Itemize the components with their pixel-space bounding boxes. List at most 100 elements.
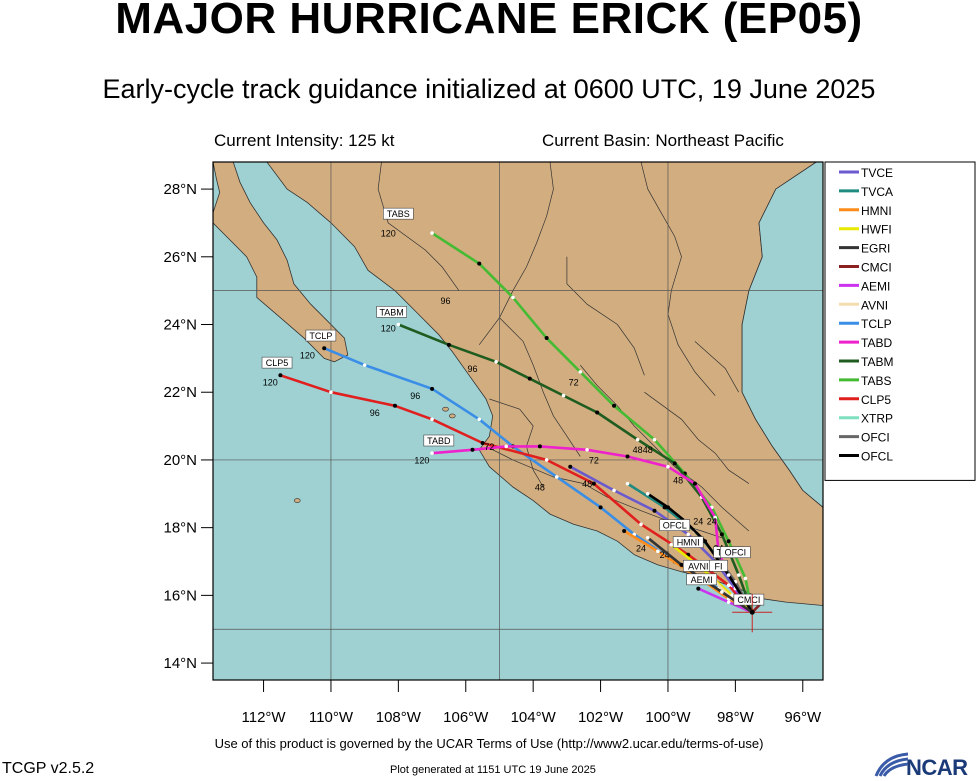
forecast-hour-label: 48 bbox=[643, 445, 653, 455]
track-point bbox=[430, 451, 434, 455]
lon-label: 112°W bbox=[242, 709, 287, 726]
forecast-hour-label: 120 bbox=[263, 377, 278, 387]
version-label: TCGP v2.5.2 bbox=[2, 760, 95, 777]
legend-item-tvce: TVCE bbox=[839, 166, 893, 180]
track-point bbox=[430, 231, 434, 235]
track-point bbox=[477, 417, 482, 422]
svg-text:AVNI: AVNI bbox=[688, 561, 708, 571]
lon-label: 96°W bbox=[784, 709, 822, 726]
track-point bbox=[719, 532, 724, 537]
track-point bbox=[645, 491, 650, 496]
forecast-hour-label: 120 bbox=[381, 323, 396, 333]
track-point bbox=[595, 410, 600, 415]
lat-label: 16°N bbox=[163, 587, 197, 604]
legend-item-avni: AVNI bbox=[839, 298, 888, 312]
svg-text:TCLP: TCLP bbox=[861, 317, 892, 331]
track-point bbox=[537, 444, 542, 449]
svg-text:HMNI: HMNI bbox=[861, 204, 892, 218]
track-point bbox=[362, 363, 367, 367]
state-border bbox=[644, 391, 750, 484]
current-intensity: Current Intensity: 125 kt bbox=[214, 131, 395, 150]
state-border bbox=[566, 256, 645, 376]
track-point bbox=[612, 488, 616, 493]
forecast-hour-label: 96 bbox=[410, 391, 420, 401]
svg-text:TABD: TABD bbox=[427, 436, 451, 446]
svg-text:CMCI: CMCI bbox=[737, 595, 760, 605]
terms-of-use-text: Use of this product is governed by the U… bbox=[214, 736, 764, 751]
forecast-hour-label: 48 bbox=[582, 479, 592, 489]
track-point bbox=[665, 505, 670, 510]
track-point bbox=[612, 403, 617, 408]
model-label-avni: AVNI bbox=[683, 559, 714, 572]
track-point bbox=[726, 539, 731, 544]
svg-text:TVCA: TVCA bbox=[861, 185, 893, 199]
track-point bbox=[544, 458, 549, 462]
legend-item-tabm: TABM bbox=[839, 355, 893, 369]
state-border bbox=[640, 162, 716, 396]
track-point bbox=[392, 403, 397, 408]
state-border bbox=[489, 398, 544, 488]
track-point bbox=[652, 437, 657, 442]
current-basin: Current Basin: Northeast Pacific bbox=[542, 131, 784, 150]
track-point bbox=[430, 386, 435, 391]
map-frame bbox=[212, 161, 824, 681]
model-label-hmni: HMNI bbox=[672, 536, 704, 548]
svg-text:CLP5: CLP5 bbox=[861, 393, 891, 407]
track-point bbox=[554, 475, 559, 479]
track-point bbox=[666, 464, 670, 469]
svg-text:CMCI: CMCI bbox=[861, 261, 892, 275]
model-label-aemi: AEMI bbox=[686, 573, 717, 586]
forecast-hour-label: 96 bbox=[370, 408, 380, 418]
track-point bbox=[578, 370, 583, 374]
track-point bbox=[568, 464, 573, 469]
model-label-tabm: TABM bbox=[376, 306, 407, 318]
svg-text:CLP5: CLP5 bbox=[266, 358, 289, 368]
track-point bbox=[726, 600, 731, 604]
svg-text:OFCI: OFCI bbox=[725, 548, 747, 558]
svg-text:TVCE: TVCE bbox=[861, 166, 893, 180]
forecast-hour-label: 72 bbox=[484, 442, 494, 452]
track-point bbox=[446, 342, 451, 347]
track-point bbox=[544, 336, 549, 341]
track-point bbox=[527, 376, 532, 381]
lon-label: 110°W bbox=[309, 709, 354, 726]
model-label-cmci: CMCI bbox=[733, 593, 765, 606]
lat-label: 18°N bbox=[163, 520, 197, 537]
track-point bbox=[652, 508, 657, 513]
svg-text:XTRP: XTRP bbox=[861, 412, 893, 426]
track-point bbox=[669, 542, 674, 547]
svg-text:HWFI: HWFI bbox=[861, 223, 892, 237]
track-point bbox=[635, 437, 640, 442]
track-point bbox=[622, 529, 627, 534]
forecast-hour-label: 24 bbox=[660, 550, 670, 560]
model-label-ofcl: OFCL bbox=[659, 519, 691, 531]
track-ofcl bbox=[647, 492, 754, 613]
forecast-hour-label: 48 bbox=[633, 445, 643, 455]
lon-label: 98°W bbox=[717, 709, 755, 726]
forecast-hour-label: 24 bbox=[693, 516, 703, 526]
track-point bbox=[591, 481, 596, 486]
legend-item-clp5: CLP5 bbox=[839, 393, 891, 407]
legend-item-ofci: OFCI bbox=[839, 431, 890, 445]
legend-item-tabd: TABD bbox=[839, 336, 892, 350]
page-subtitle: Early-cycle track guidance initialized a… bbox=[102, 74, 876, 104]
state-border bbox=[499, 317, 581, 457]
model-label-ofci: OFCI bbox=[720, 546, 751, 559]
forecast-hour-label: 24 bbox=[707, 516, 717, 526]
gulf-of-mexico bbox=[741, 162, 823, 508]
forecast-hour-label: 72 bbox=[589, 455, 599, 465]
track-point bbox=[585, 447, 589, 452]
track-point bbox=[561, 393, 566, 398]
legend-item-hmni: HMNI bbox=[839, 204, 892, 218]
lat-label: 28°N bbox=[163, 181, 197, 198]
legend-item-tclp: TCLP bbox=[839, 317, 892, 331]
lat-label: 20°N bbox=[163, 452, 197, 469]
legend-item-xtrp: XTRP bbox=[839, 412, 893, 426]
island bbox=[293, 498, 301, 503]
track-point bbox=[322, 346, 327, 351]
lat-label: 14°N bbox=[163, 655, 197, 672]
forecast-hour-label: 96 bbox=[467, 364, 477, 374]
track-point bbox=[686, 532, 690, 537]
track-point bbox=[743, 576, 748, 581]
